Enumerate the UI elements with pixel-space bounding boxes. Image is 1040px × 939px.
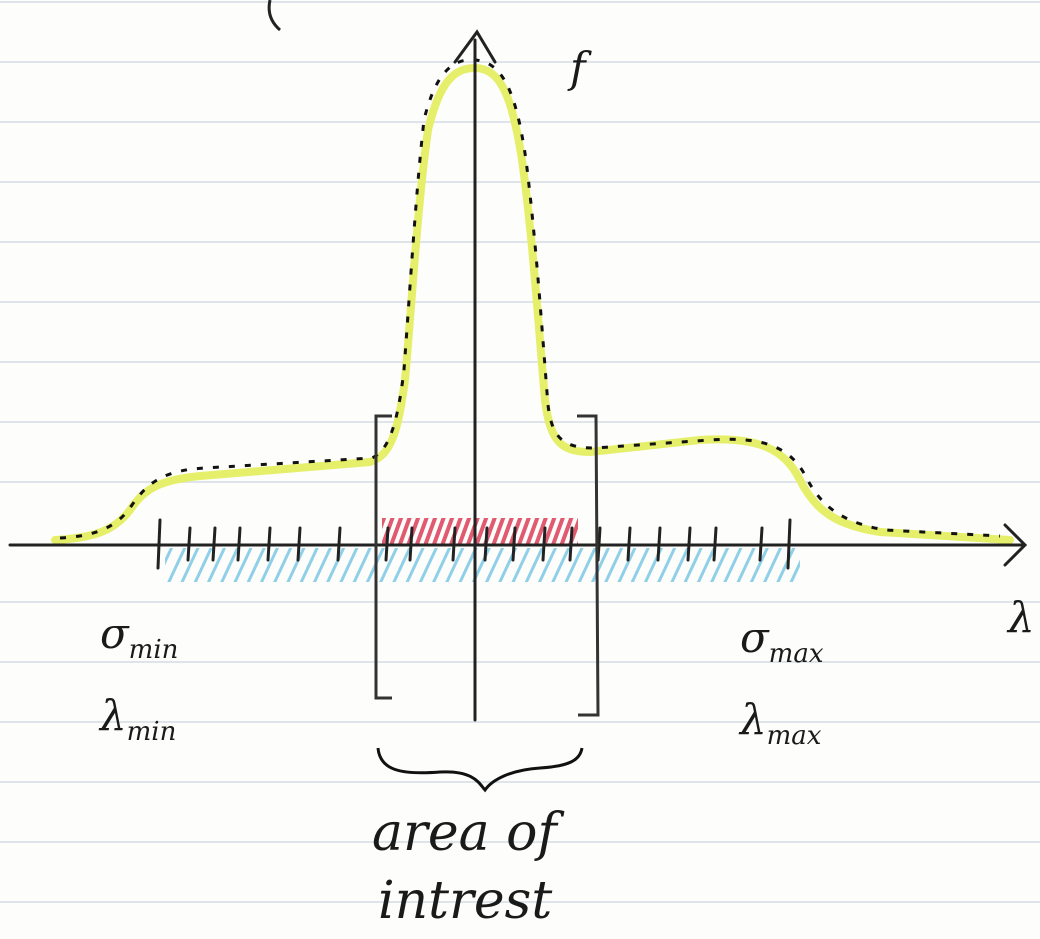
subscript: max xyxy=(767,721,822,751)
blue-hatch xyxy=(165,548,800,582)
base: λ xyxy=(98,691,127,740)
annotation-line: intrest xyxy=(378,871,552,931)
base: σ xyxy=(100,609,130,658)
subscript: max xyxy=(769,639,824,669)
subscript: min xyxy=(127,717,177,747)
x-axis-label: λ xyxy=(1006,593,1035,642)
base: σ xyxy=(740,613,770,662)
subscript: min xyxy=(129,635,179,665)
sketch: f λ σmin λmin σmax λmax area of intrest xyxy=(0,0,1040,939)
annotation-line: area of xyxy=(372,803,564,863)
base: λ xyxy=(738,695,767,744)
